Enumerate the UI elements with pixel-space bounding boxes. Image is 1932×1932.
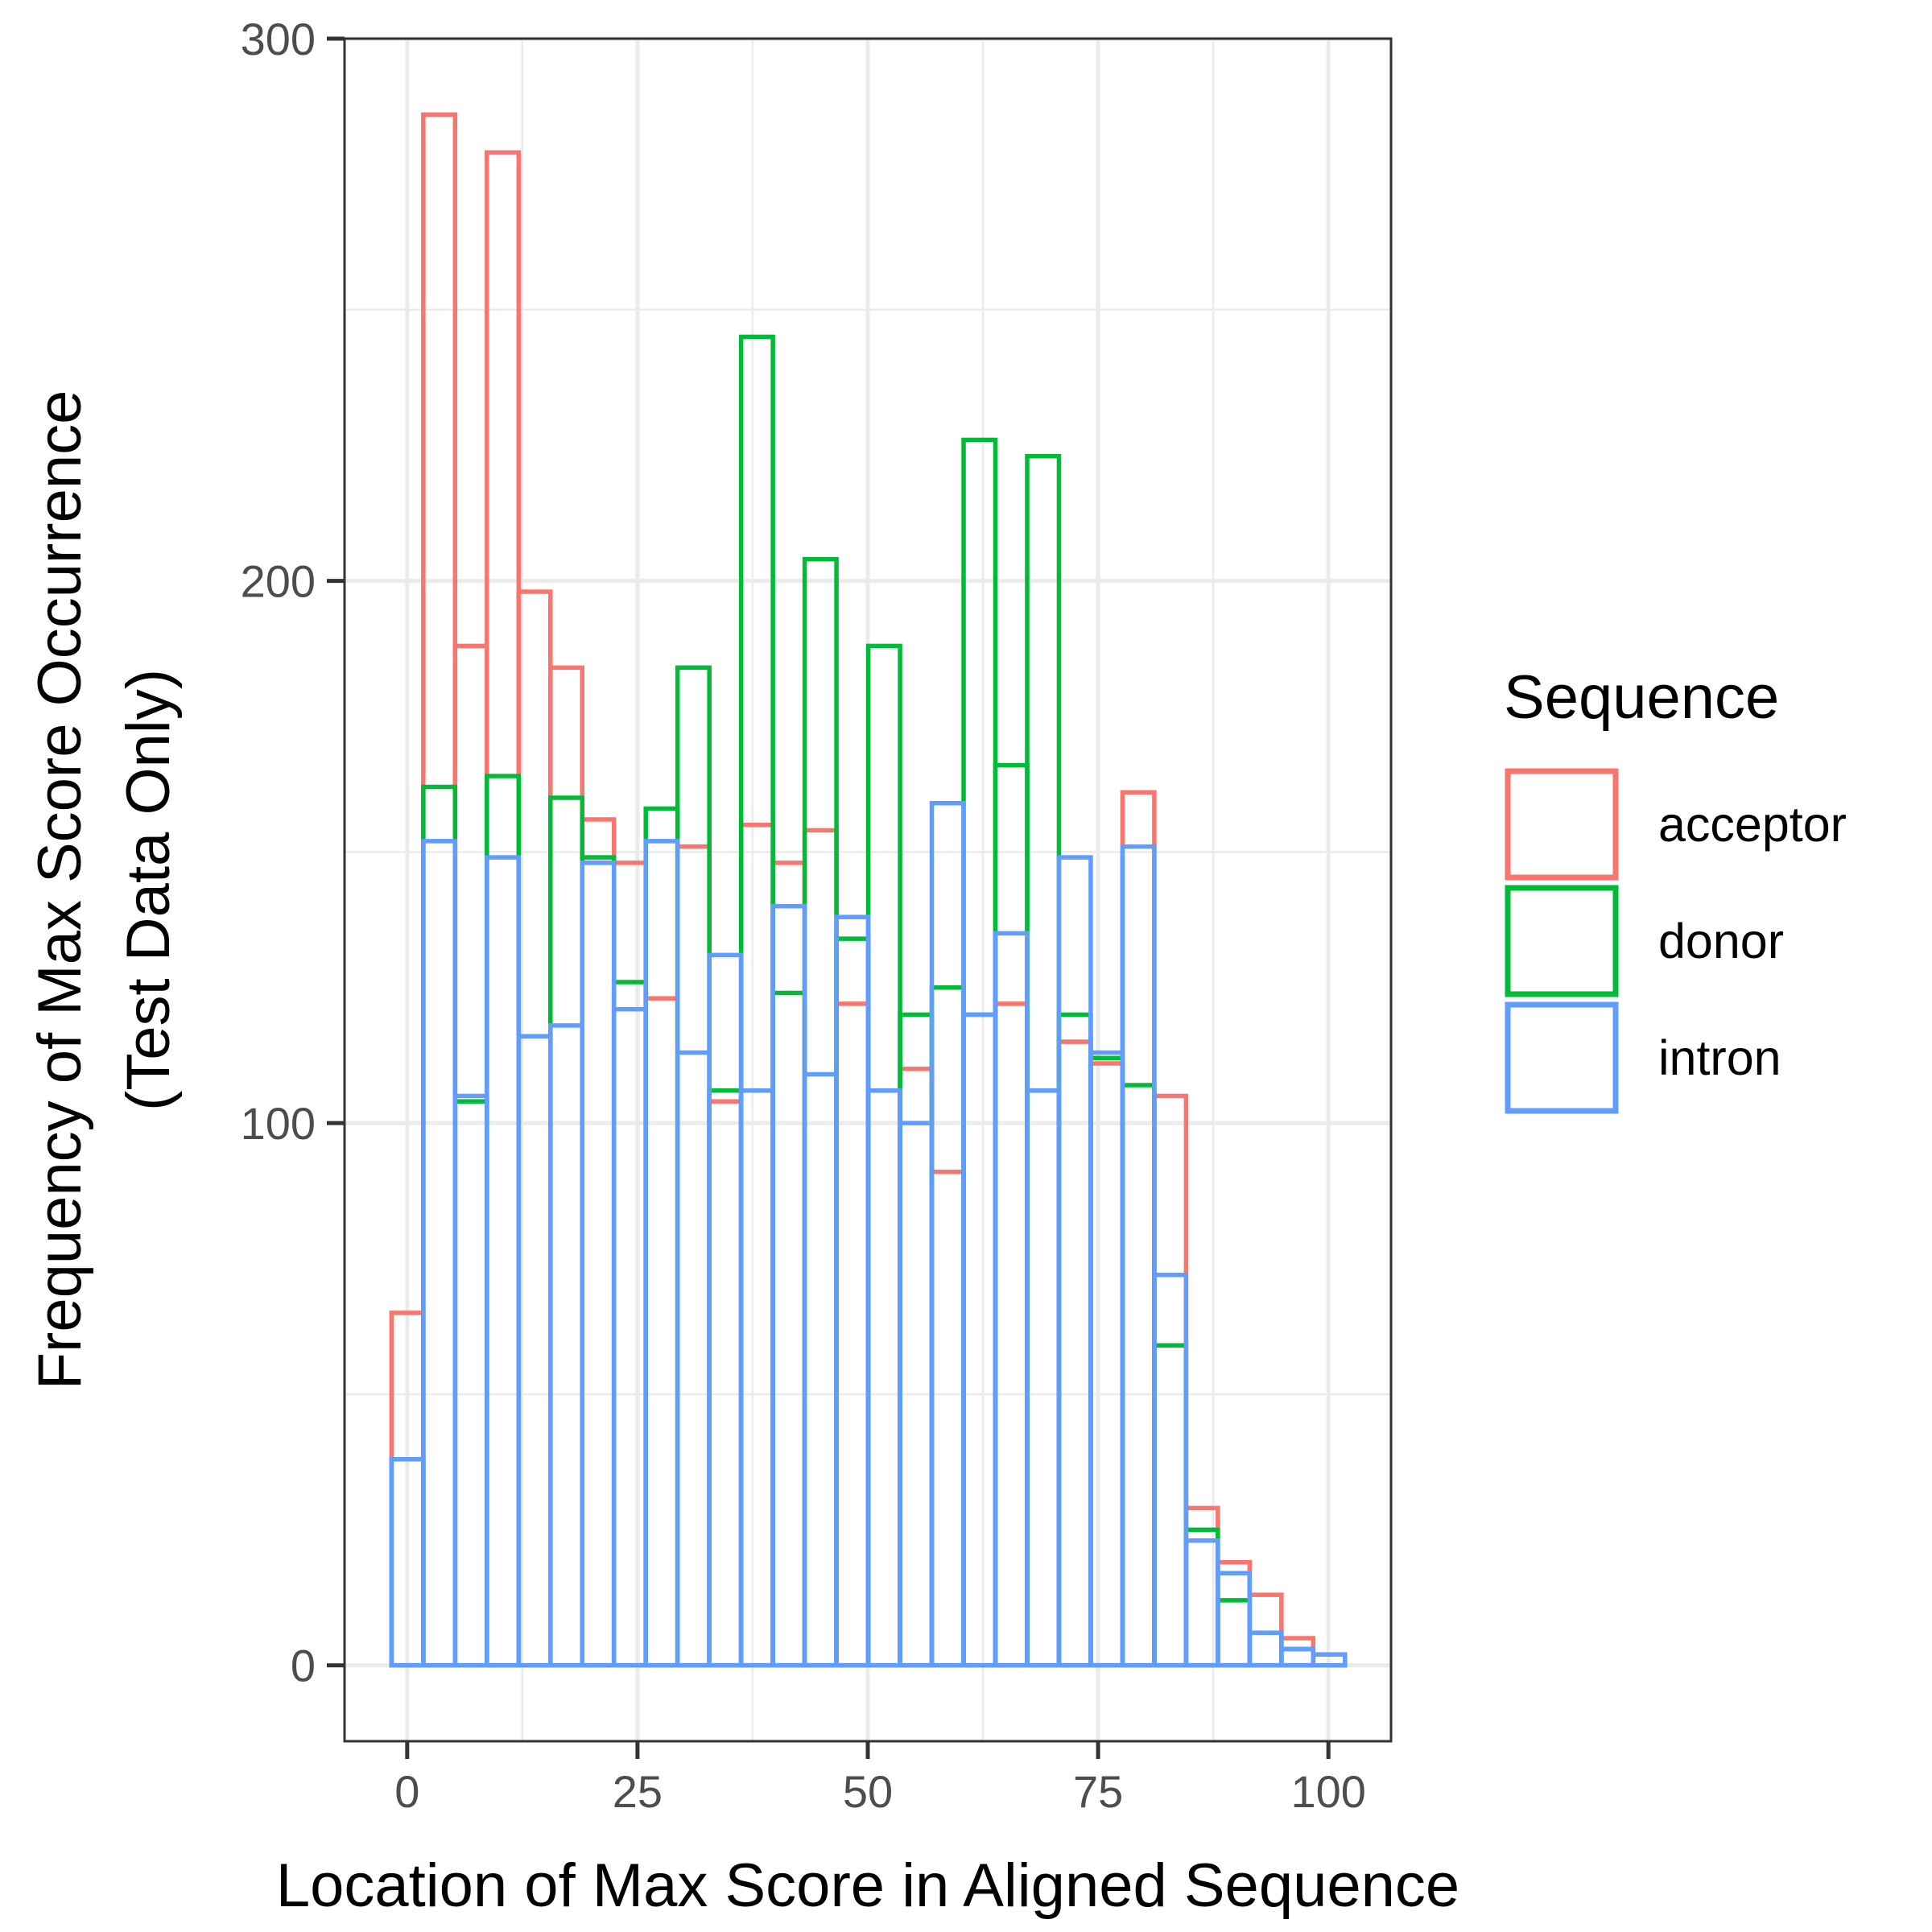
legend-key-intron xyxy=(1505,1001,1619,1114)
x-tick-label: 0 xyxy=(394,1766,419,1817)
legend-item-acceptor: acceptor xyxy=(1505,768,1847,881)
bar-intron xyxy=(1311,1652,1348,1668)
legend-items: acceptor donor intron xyxy=(1505,768,1847,1114)
y-tick-label: 300 xyxy=(241,14,316,64)
bar-intron xyxy=(1120,844,1157,1668)
axes: 0 100 200 300 0 25 50 75 100 xyxy=(241,14,1366,1817)
legend: Sequence acceptor donor intron xyxy=(1504,663,1847,1114)
legend-label-acceptor: acceptor xyxy=(1658,797,1847,852)
x-tick-label: 75 xyxy=(1073,1766,1123,1817)
legend-item-donor: donor xyxy=(1505,885,1784,997)
legend-title: Sequence xyxy=(1504,663,1779,732)
y-tick-label: 0 xyxy=(291,1641,316,1691)
x-tick-label: 50 xyxy=(843,1766,893,1817)
y-tick-label: 200 xyxy=(241,556,316,607)
bar-intron xyxy=(1216,1571,1253,1668)
bars xyxy=(389,112,1348,1668)
x-axis-title: Location of Max Score in Aligned Sequenc… xyxy=(276,1852,1459,1920)
legend-key-acceptor xyxy=(1505,768,1619,881)
y-axis-title-line-1: Frequency of Max Score Occurrence xyxy=(26,390,94,1390)
bar-intron xyxy=(1152,1272,1189,1668)
y-axis-title: Frequency of Max Score Occurrence (Test … xyxy=(26,390,183,1390)
x-tick-label: 25 xyxy=(613,1766,663,1817)
legend-key-donor xyxy=(1505,885,1619,997)
y-axis-title-line-2: (Test Data Only) xyxy=(114,669,183,1111)
y-tick-label: 100 xyxy=(241,1098,316,1149)
x-tick-label: 100 xyxy=(1290,1766,1365,1817)
legend-label-intron: intron xyxy=(1658,1030,1781,1085)
series-intron xyxy=(389,800,1348,1668)
legend-label-donor: donor xyxy=(1658,914,1784,968)
legend-item-intron: intron xyxy=(1505,1001,1781,1114)
